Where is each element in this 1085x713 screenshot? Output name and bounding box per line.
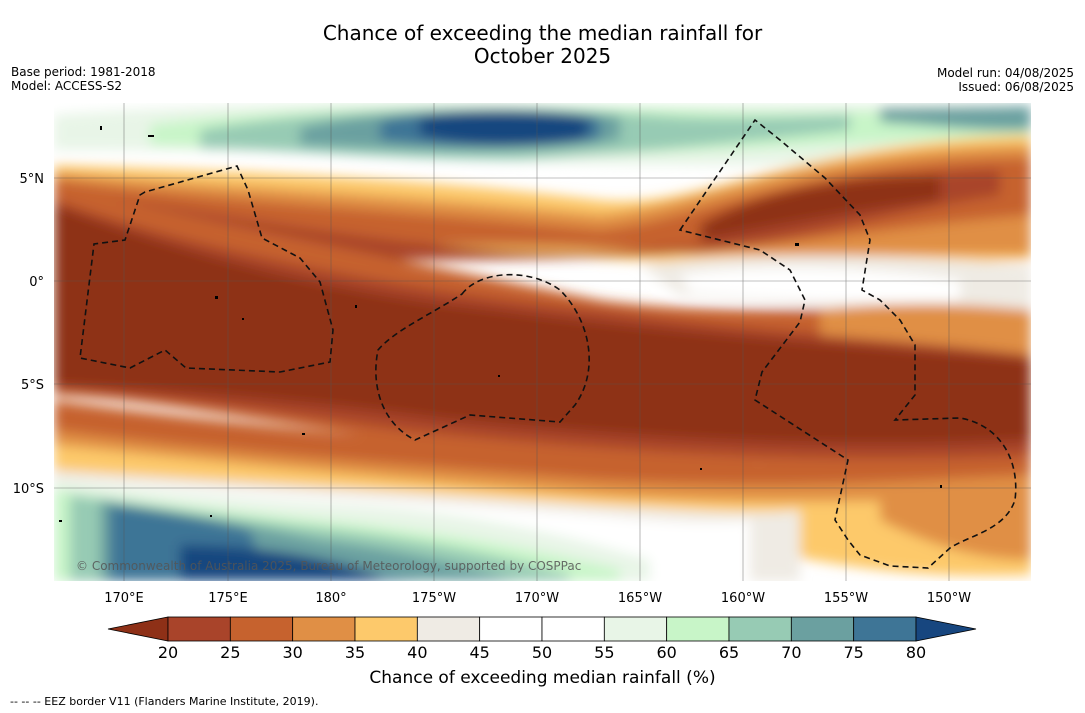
model-run-date: Model run: 04/08/2025: [936, 66, 1074, 80]
longitude-labels: 170°E 175°E 180° 175°W 170°W 165°W 160°W…: [104, 591, 971, 606]
colorbar: [107, 616, 977, 642]
colorbar-cell: [666, 616, 730, 642]
island-markers: [59, 126, 942, 522]
lon-label: 165°W: [618, 591, 662, 606]
lon-label: 180°: [315, 591, 346, 606]
colorbar-tick-label: 80: [905, 643, 927, 662]
lat-label: 5°N: [20, 172, 45, 187]
graticule: [54, 103, 1031, 581]
colorbar-title: Chance of exceeding median rainfall (%): [369, 668, 716, 688]
model-name: Model: ACCESS-S2: [11, 79, 123, 93]
colorbar-high-arrow: [915, 616, 977, 642]
colorbar-tick-label: 35: [344, 643, 366, 662]
colorbar-cell: [853, 616, 917, 642]
colorbar-tick-label: 75: [843, 643, 864, 662]
colorbar-cell: [541, 616, 605, 642]
copyright-text: © Commonwealth of Australia 2025, Bureau…: [76, 559, 581, 573]
run-info: Model run: 04/08/2025 Issued: 06/08/2025: [937, 66, 1074, 94]
lon-label: 175°E: [208, 591, 248, 606]
eez-borders: [79, 118, 1017, 569]
lat-label: 0°: [29, 275, 44, 290]
map-title-line1: Chance of exceeding the median rainfall …: [322, 21, 763, 45]
lon-label: 175°W: [412, 591, 456, 606]
lon-label: 155°W: [824, 591, 868, 606]
colorbar-tick-label: 55: [594, 643, 615, 662]
colorbar-tick-label: 25: [220, 643, 241, 662]
latitude-labels: 5°N 0° 5°S 10°S: [13, 172, 44, 497]
colorbar-cell: [416, 616, 481, 642]
colorbar-tick-label: 40: [407, 643, 428, 662]
colorbar-tick-label: 60: [656, 643, 677, 662]
rainfall-field: © Commonwealth of Australia 2025, Bureau…: [54, 103, 1031, 581]
issued-date: Issued: 06/08/2025: [958, 80, 1074, 94]
map-title: Chance of exceeding the median rainfall …: [0, 22, 1085, 68]
colorbar-low-arrow: [107, 616, 169, 642]
colorbar-cell: [229, 616, 294, 642]
lat-label: 5°S: [21, 378, 44, 393]
map-title-line2: October 2025: [473, 44, 612, 68]
lon-label: 160°W: [721, 591, 765, 606]
lon-label: 170°E: [104, 591, 144, 606]
colorbar-cell: [167, 616, 231, 642]
base-period: Base period: 1981-2018: [11, 65, 156, 79]
colorbar-tick-label: 50: [531, 643, 553, 662]
lon-label: 170°W: [515, 591, 559, 606]
lat-label: 10°S: [13, 482, 44, 497]
colorbar-tick-label: 45: [469, 643, 490, 662]
colorbar-cell: [479, 616, 543, 642]
model-info: Base period: 1981-2018 Model: ACCESS-S2: [11, 65, 156, 93]
colorbar-tick-label: 30: [282, 643, 303, 662]
colorbar-cell: [728, 616, 792, 642]
eez-footnote: -- -- -- EEZ border V11 (Flanders Marine…: [10, 695, 319, 708]
colorbar-cell: [292, 616, 356, 642]
colorbar-tick-label: 70: [781, 643, 802, 662]
colorbar-tick-label: 65: [718, 643, 740, 662]
colorbar-cell: [790, 616, 855, 642]
colorbar-cell: [603, 616, 668, 642]
lon-label: 150°W: [927, 591, 971, 606]
colorbar-cell: [354, 616, 418, 642]
colorbar-tick-label: 20: [157, 643, 179, 662]
